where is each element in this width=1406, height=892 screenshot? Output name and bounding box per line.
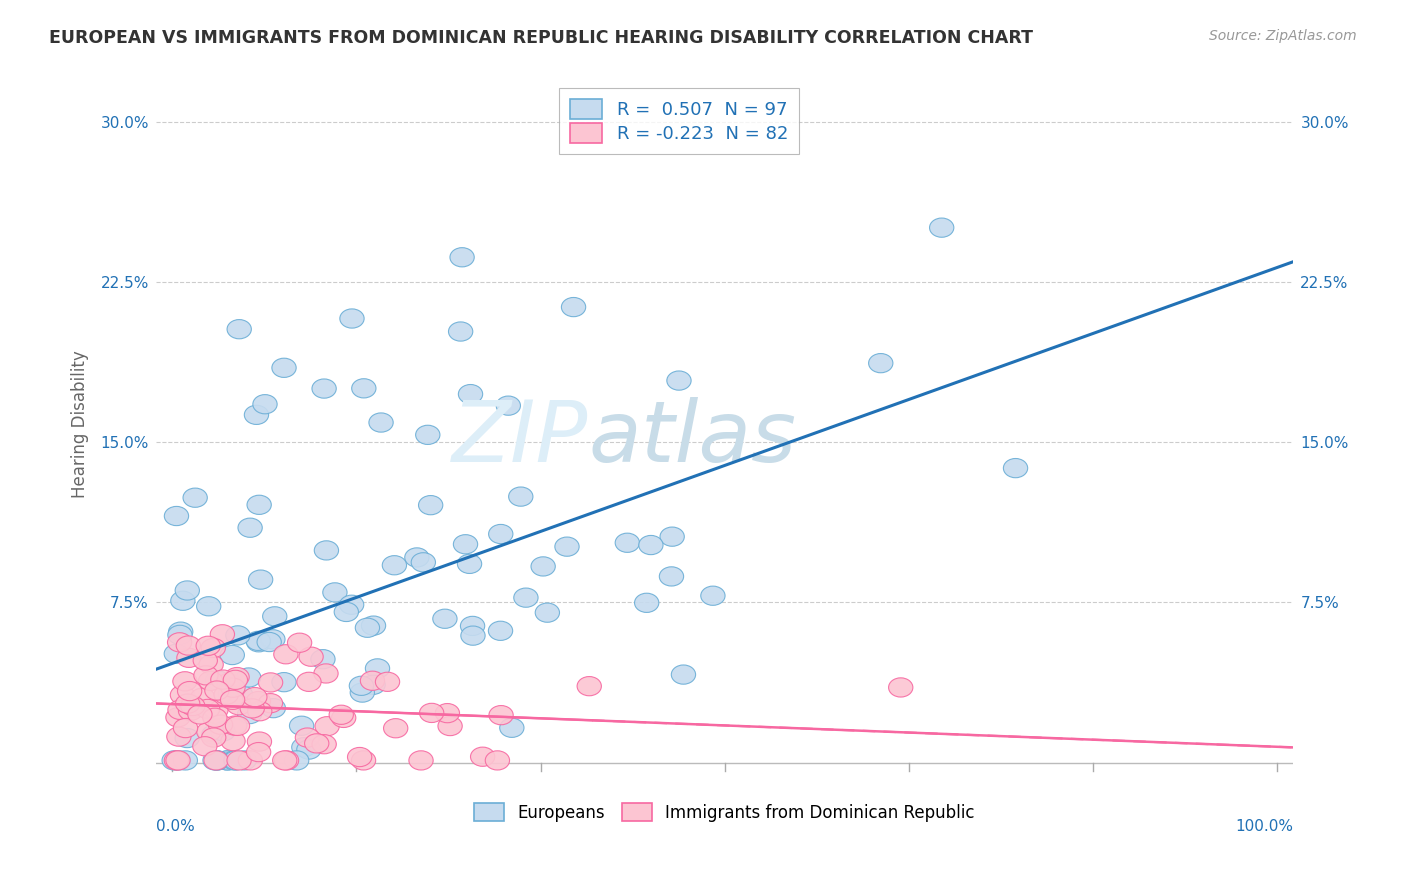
Text: EUROPEAN VS IMMIGRANTS FROM DOMINICAN REPUBLIC HEARING DISABILITY CORRELATION CH: EUROPEAN VS IMMIGRANTS FROM DOMINICAN RE…	[49, 29, 1033, 46]
Text: ZIP: ZIP	[451, 397, 588, 480]
Text: 100.0%: 100.0%	[1236, 819, 1294, 834]
Text: Source: ZipAtlas.com: Source: ZipAtlas.com	[1209, 29, 1357, 43]
Legend: Europeans, Immigrants from Dominican Republic: Europeans, Immigrants from Dominican Rep…	[468, 797, 981, 828]
Text: 0.0%: 0.0%	[156, 819, 194, 834]
Text: atlas: atlas	[588, 397, 796, 480]
Y-axis label: Hearing Disability: Hearing Disability	[72, 351, 89, 498]
